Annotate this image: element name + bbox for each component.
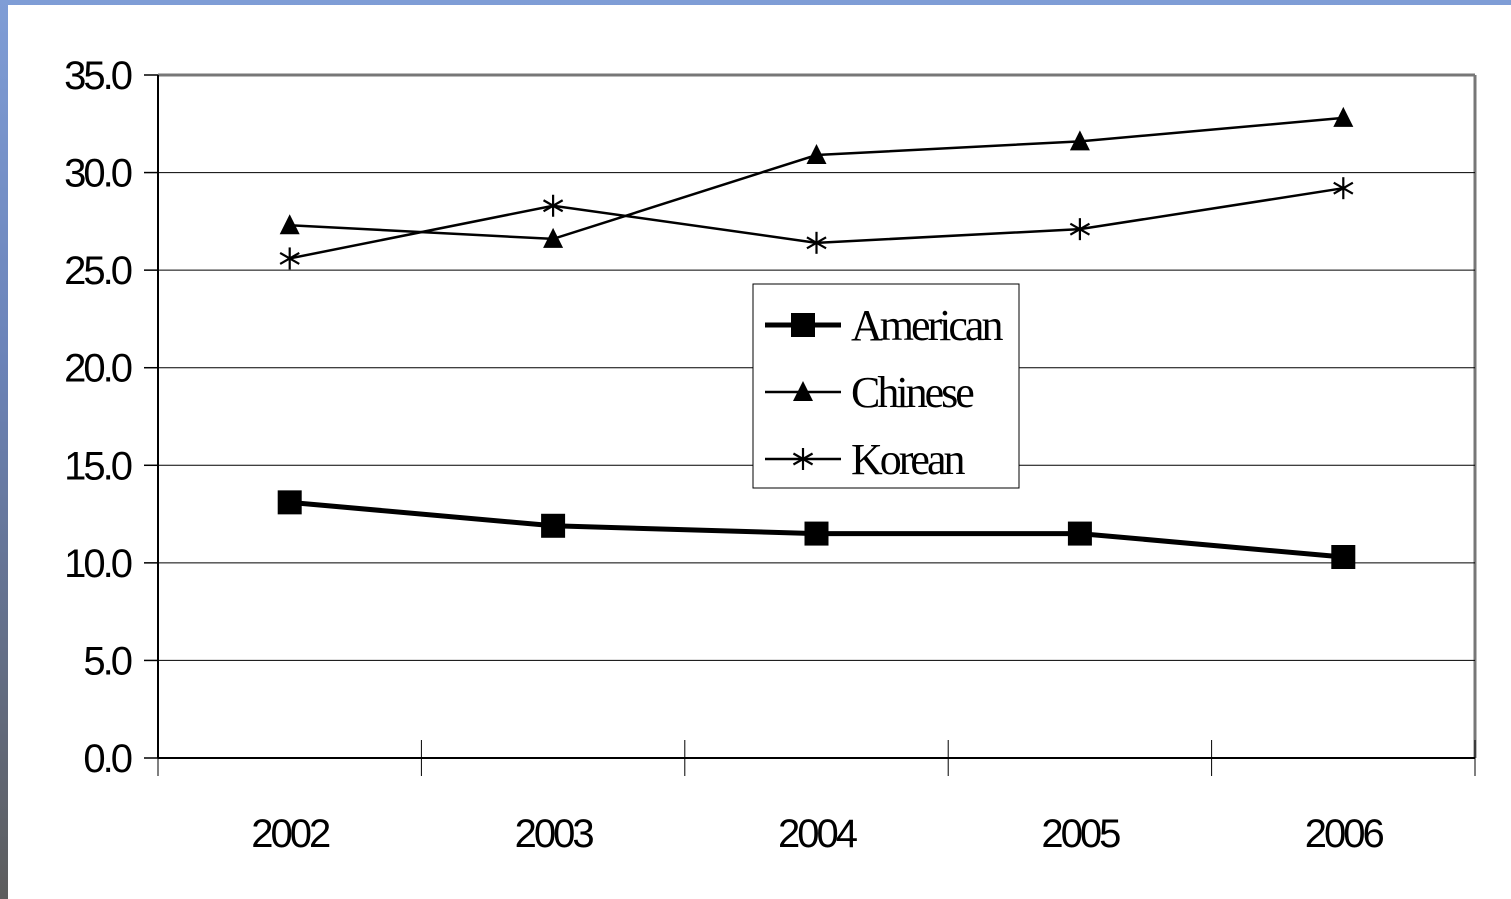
- chart-panel: 0.0 5.0 10.0 15.0 20.0 25.0 30.0 35.0 2002 2003 20…: [8, 5, 1511, 899]
- data-point-american: [804, 521, 829, 546]
- y-tick-label: 15.0: [64, 444, 132, 488]
- data-point-chinese: [1333, 106, 1354, 127]
- data-point-american: [1331, 545, 1356, 570]
- data-point-korean: [542, 194, 564, 217]
- y-tick-label: 25.0: [64, 249, 132, 293]
- y-tick-label: 30.0: [64, 152, 132, 196]
- data-point-chinese: [1069, 130, 1090, 151]
- legend-marker-american: [791, 313, 815, 337]
- data-point-chinese: [806, 144, 827, 165]
- y-tick-label: 20.0: [64, 347, 132, 391]
- y-tick-label: 0.0: [83, 737, 131, 781]
- data-point-american: [1067, 521, 1092, 546]
- data-point-korean: [1069, 218, 1091, 241]
- legend-label-chinese: Chinese: [851, 368, 973, 417]
- x-tick-label: 2004: [778, 812, 858, 856]
- legend-label-korean: Korean: [851, 435, 965, 484]
- y-tick-label: 35.0: [64, 54, 132, 98]
- x-tick-label: 2003: [515, 812, 594, 856]
- series-line-chinese: [289, 116, 1344, 241]
- legend-label-american: American: [851, 301, 1003, 350]
- data-point-korean: [806, 231, 827, 254]
- x-tick-label: 2005: [1041, 812, 1120, 856]
- x-tick-label: 2002: [251, 812, 330, 856]
- data-point-american: [541, 513, 566, 538]
- data-point-chinese: [543, 227, 564, 248]
- legend-marker-korean: [792, 448, 814, 470]
- data-point-korean: [279, 247, 300, 270]
- y-tick-label: 10.0: [64, 542, 132, 586]
- data-point-chinese: [279, 214, 300, 235]
- y-tick-label: 5.0: [83, 639, 131, 683]
- x-tick-label: 2006: [1305, 812, 1384, 856]
- data-point-american: [277, 490, 302, 515]
- line-chart: 0.0 5.0 10.0 15.0 20.0 25.0 30.0 35.0 2002 2003 20…: [64, 54, 1477, 856]
- legend-marker-chinese: [793, 381, 813, 401]
- data-point-korean: [1333, 177, 1354, 200]
